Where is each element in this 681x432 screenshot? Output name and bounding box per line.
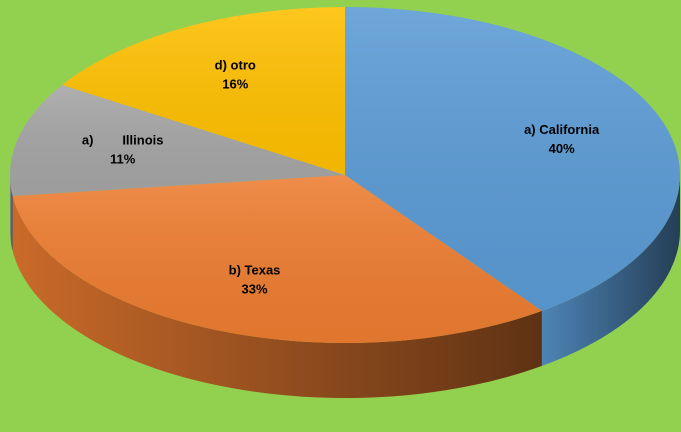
slice-label: a) Illinois	[82, 133, 164, 148]
slice-label: b) Texas	[229, 262, 281, 277]
slice-value-label: 33%	[242, 281, 268, 296]
slice-shine	[10, 84, 346, 197]
slice-side-shade	[10, 175, 13, 252]
slice-side-shade	[541, 175, 680, 366]
slice-side-shade	[12, 196, 542, 399]
slice-label: d) otro	[215, 57, 256, 72]
slice-shine	[62, 7, 345, 175]
slice-shine	[12, 175, 542, 343]
slice-value-label: 40%	[549, 141, 575, 156]
slice-label: a) California	[524, 122, 600, 137]
slice-value-label: 11%	[110, 152, 136, 167]
slice-value-label: 16%	[222, 76, 248, 91]
slice-shine	[345, 7, 681, 311]
